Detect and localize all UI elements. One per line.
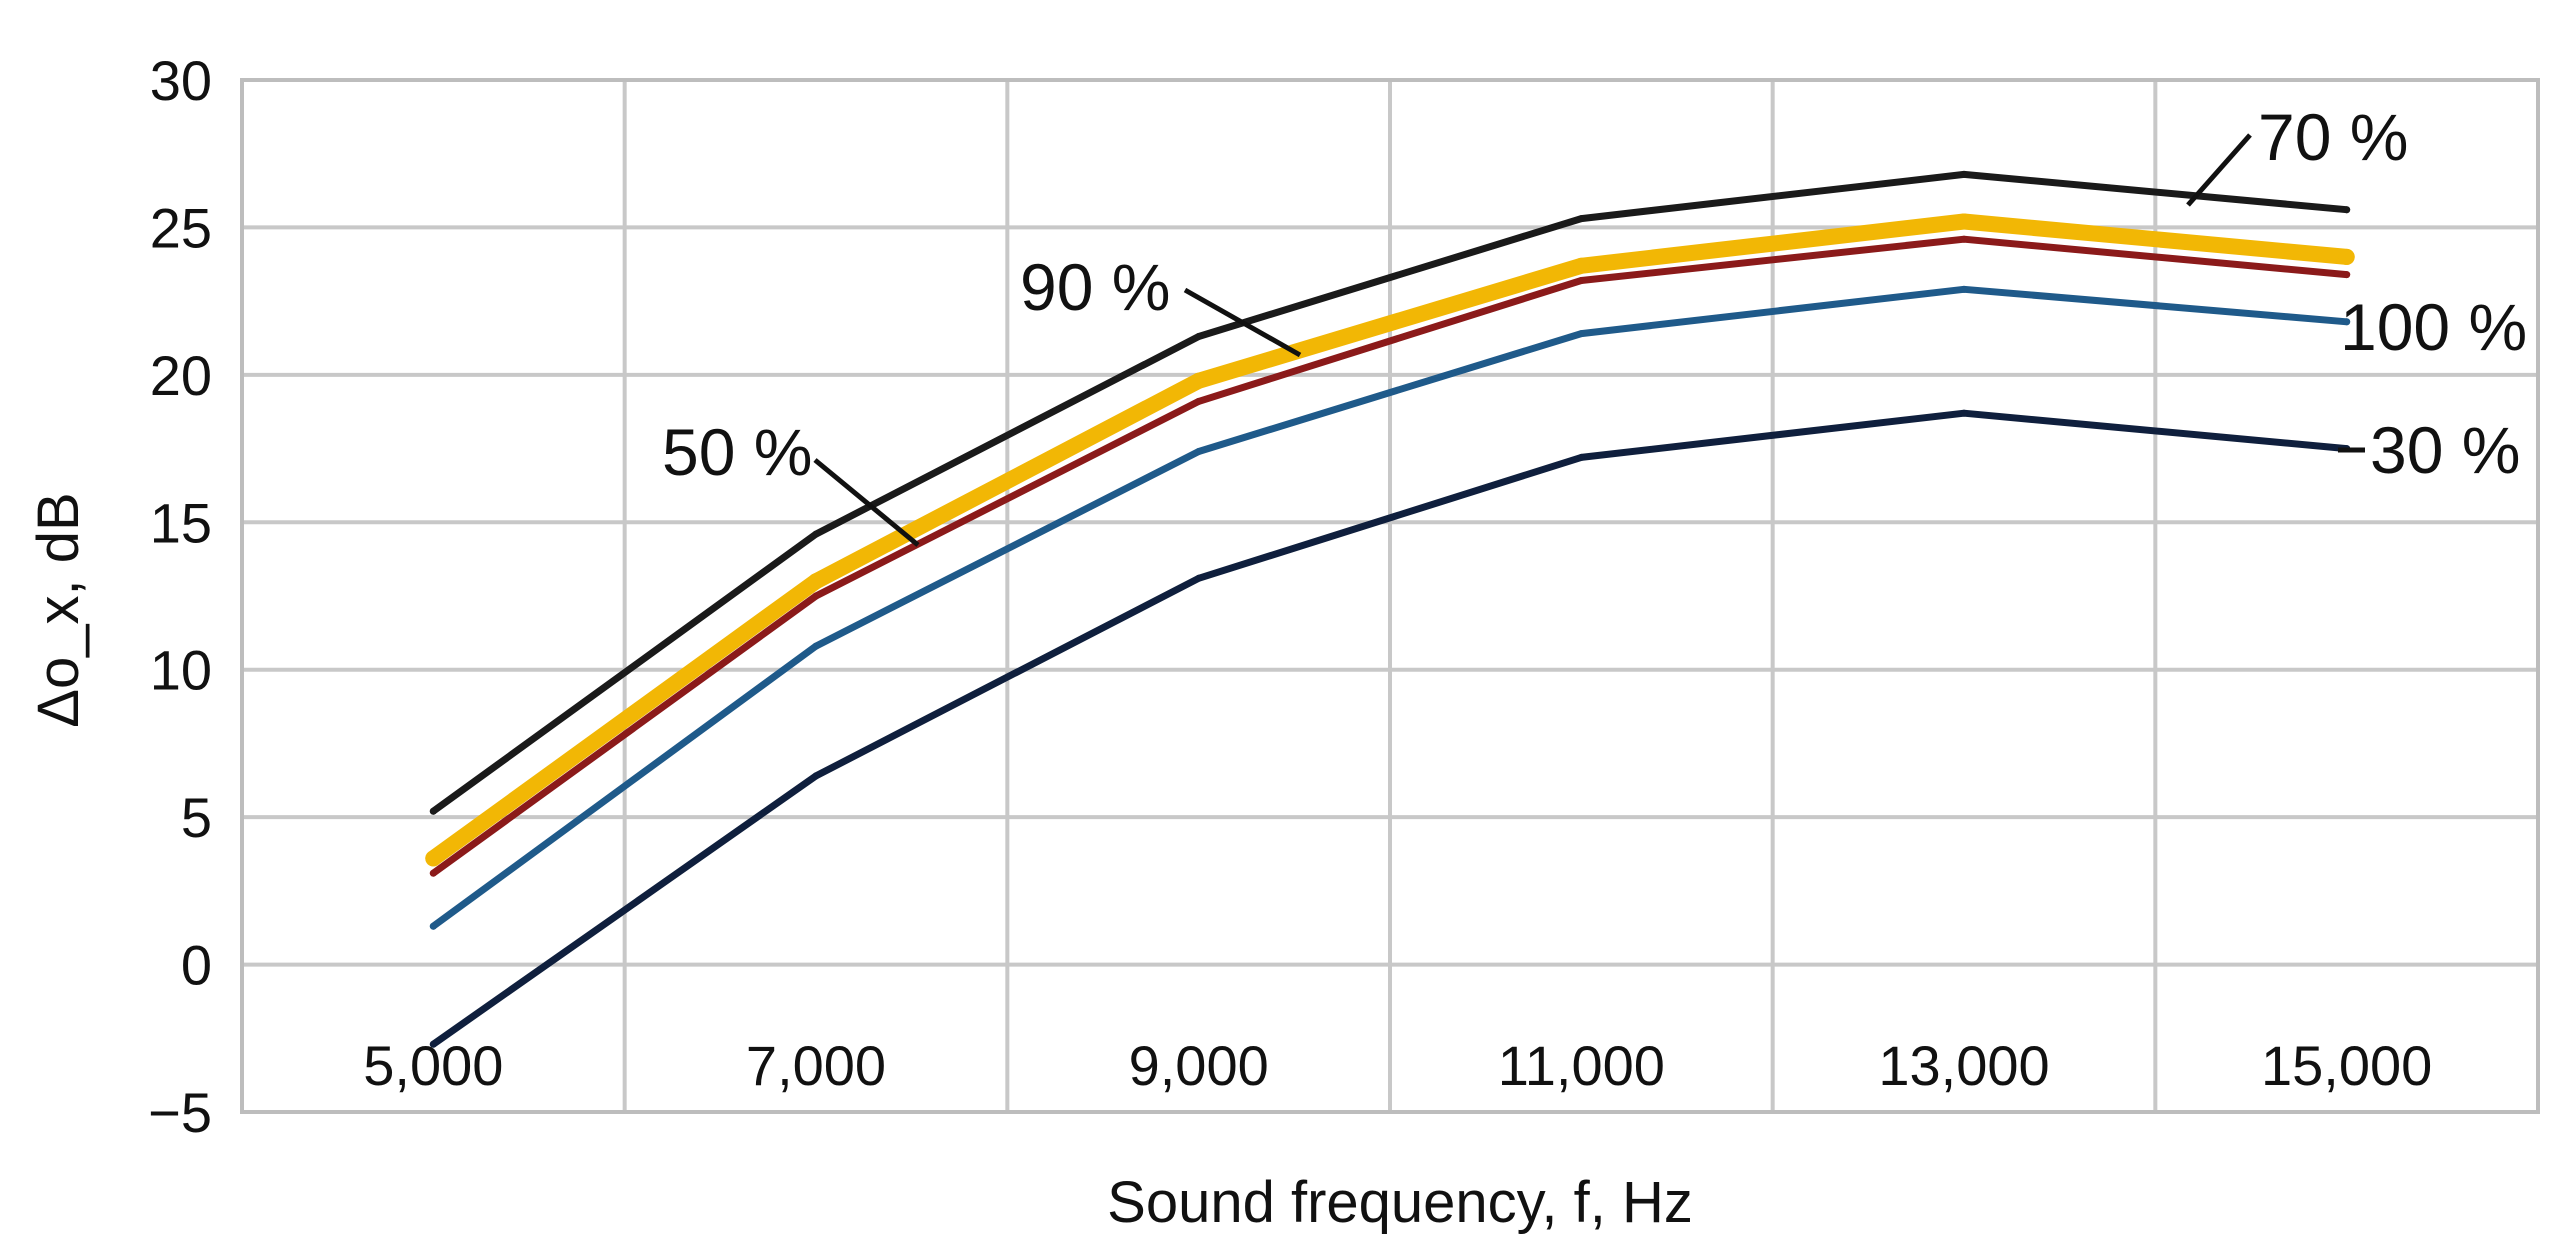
series-label-100-percent: 100 %	[2340, 290, 2527, 364]
data-point	[812, 530, 820, 538]
data-point	[1195, 397, 1203, 405]
data-point	[429, 1040, 437, 1048]
series-line-100-percent	[429, 285, 2351, 930]
data-point	[429, 922, 437, 930]
series-line-50-percent	[429, 235, 2351, 877]
data-point	[1577, 330, 1585, 338]
series-line-90-percent	[425, 213, 2355, 867]
y-tick-label: 30	[150, 49, 212, 112]
series-lines	[425, 170, 2355, 1048]
data-point	[812, 772, 820, 780]
y-tick-label: 0	[181, 934, 212, 997]
series-label-30-percent: 30 %	[2370, 413, 2520, 487]
leader-line	[1183, 287, 1302, 358]
gridlines	[240, 78, 2540, 1114]
x-axis-title: Sound frequency, f, Hz	[1107, 1170, 1693, 1235]
data-point	[1577, 453, 1585, 461]
y-tick-label: −5	[148, 1081, 212, 1144]
label-leaders	[813, 133, 2365, 547]
leader-line	[813, 458, 920, 547]
data-point	[1960, 170, 1968, 178]
x-tick-label: 13,000	[1878, 1034, 2049, 1097]
x-tick-labels: 5,000 7,000 9,000 11,000 13,000 15,000	[363, 1034, 2432, 1097]
y-tick-label: 20	[150, 344, 212, 407]
data-point	[808, 573, 824, 590]
data-point	[2343, 271, 2351, 279]
data-point	[1195, 574, 1203, 582]
series-line-30-percent	[429, 409, 2351, 1048]
data-point	[1195, 333, 1203, 341]
series-label-50-percent: 50 %	[662, 415, 812, 489]
data-point	[1960, 285, 1968, 293]
data-point	[429, 869, 437, 877]
y-axis-title: Δo_x, dB	[26, 492, 91, 727]
series-labels: 70 % 90 % 50 % 100 % 30 %	[662, 100, 2527, 489]
data-point	[1573, 257, 1590, 274]
y-tick-labels: 30 25 20 15 10 5 0 −5	[148, 49, 212, 1144]
data-point	[429, 807, 437, 815]
y-tick-label: 5	[181, 786, 212, 849]
data-point	[2343, 206, 2351, 214]
x-tick-label: 5,000	[363, 1034, 503, 1097]
x-tick-label: 11,000	[1498, 1034, 1665, 1097]
series-label-90-percent: 90 %	[1020, 250, 1170, 324]
data-point	[2343, 318, 2351, 326]
data-point	[812, 642, 820, 650]
leader-line	[2186, 133, 2252, 207]
data-point	[1960, 409, 1968, 417]
data-point	[1190, 372, 1207, 389]
data-point	[1956, 213, 1972, 230]
data-point	[2338, 248, 2355, 265]
x-tick-label: 7,000	[746, 1034, 886, 1097]
data-point	[1195, 448, 1203, 456]
y-tick-label: 15	[150, 491, 212, 554]
data-point	[812, 592, 820, 600]
data-point	[1960, 235, 1968, 243]
series-line-70-percent	[429, 170, 2351, 815]
data-point	[425, 850, 442, 867]
x-tick-label: 15,000	[2261, 1034, 2432, 1097]
y-tick-label: 10	[150, 639, 212, 702]
data-point	[1577, 215, 1585, 223]
x-tick-label: 9,000	[1129, 1034, 1269, 1097]
y-tick-label: 25	[150, 196, 212, 259]
series-label-70-percent: 70 %	[2258, 100, 2408, 174]
data-point	[1577, 277, 1585, 285]
plot-frame	[240, 78, 2540, 1114]
